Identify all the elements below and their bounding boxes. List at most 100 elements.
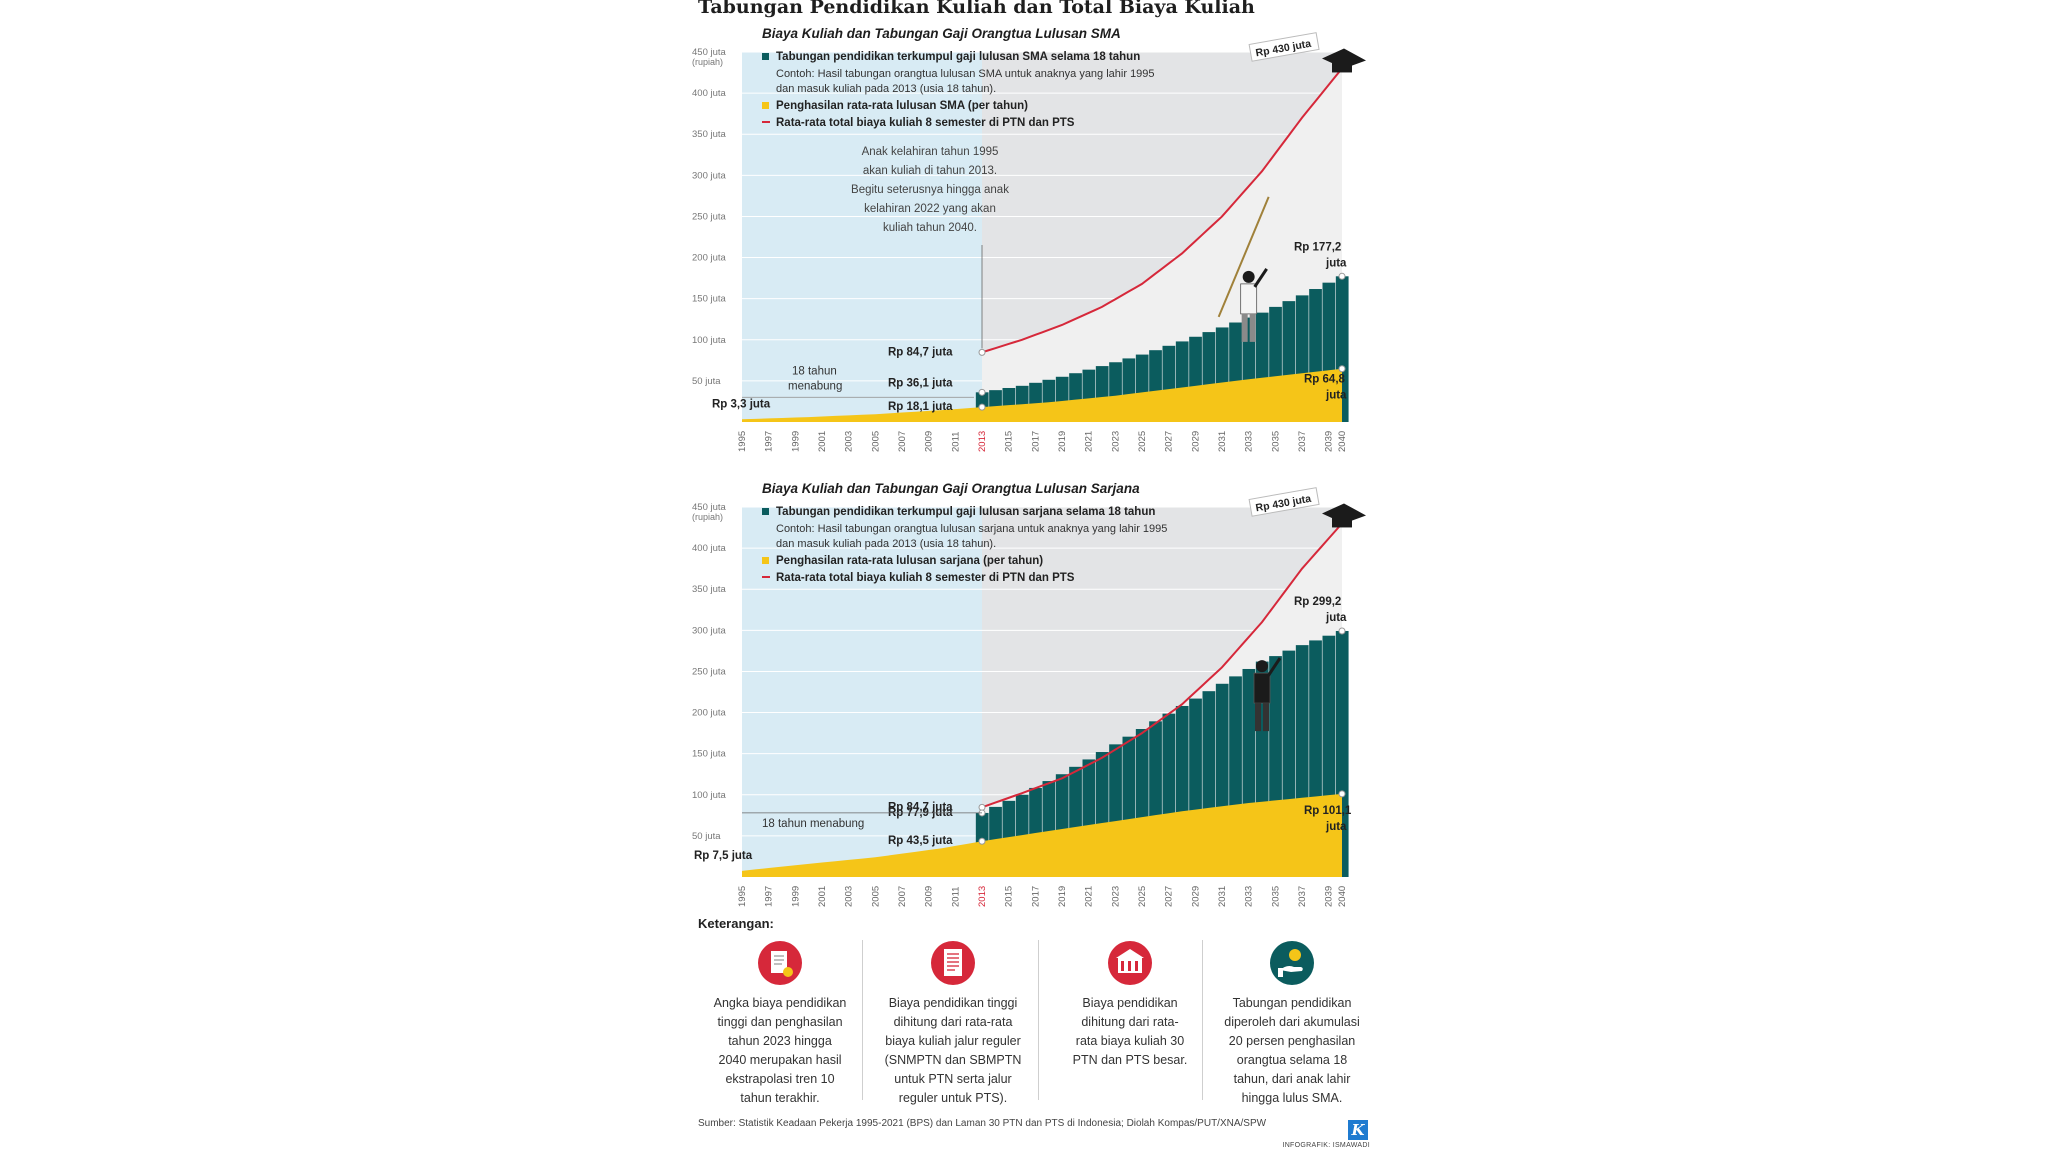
x-tick-label: 2021: [1084, 431, 1095, 452]
legend-example: Contoh: Hasil tabungan orangtua lulusan …: [776, 68, 1155, 80]
y-axis-label: (rupiah): [692, 57, 723, 67]
income-first-label: Rp 3,3 juta: [712, 398, 771, 410]
x-tick-label: 2003: [844, 431, 855, 452]
note-3: Biaya pendidikan dihitung dari rata- rata…: [1050, 940, 1210, 1070]
income-end-unit: juta: [1325, 821, 1347, 833]
saving-years-label: menabung: [788, 380, 842, 392]
x-tick-label: 2031: [1217, 886, 1228, 907]
x-tick-label: 2021: [1084, 886, 1095, 907]
y-tick-label: 450 juta: [692, 47, 727, 58]
infographic: Tabungan Pendidikan Kuliah dan Total Bia…: [690, 0, 1380, 1152]
annotation-text: Anak kelahiran tahun 1995: [862, 146, 999, 158]
page-title: Tabungan Pendidikan Kuliah dan Total Bia…: [698, 0, 1255, 18]
data-point: [1338, 627, 1346, 635]
legend-income: Penghasilan rata-rata lulusan sarjana (p…: [776, 555, 1043, 567]
legend-cost: Rata-rata total biaya kuliah 8 semester …: [776, 117, 1075, 129]
income-first-label: Rp 7,5 juta: [694, 850, 753, 862]
y-tick-label: 100 juta: [692, 790, 727, 801]
max-cost-tag: [1248, 487, 1320, 517]
graduation-cap-icon: [1332, 62, 1352, 73]
income-area: [742, 368, 1342, 422]
y-tick-label: 50 juta: [692, 376, 721, 387]
saving-years-label: 18 tahun: [792, 365, 837, 377]
y-tick-label: 250 juta: [692, 211, 727, 222]
x-tick-label: 2003: [844, 886, 855, 907]
x-tick-label: 2013: [977, 431, 988, 452]
x-tick-label: 2019: [1057, 886, 1068, 907]
pole-icon: [1217, 196, 1270, 318]
annotation-text: kuliah tahun 2040.: [883, 222, 977, 234]
graduation-cap-icon: [1332, 517, 1352, 528]
chart-title: Biaya Kuliah dan Tabungan Gaji Orangtua …: [762, 26, 1121, 41]
student-figure-icon: [1249, 313, 1256, 342]
data-point: [978, 837, 986, 845]
x-tick-label: 2019: [1057, 431, 1068, 452]
x-tick-label: 2001: [817, 886, 828, 907]
legend-example: dan masuk kuliah pada 2013 (usia 18 tahu…: [776, 83, 996, 95]
legend-savings: Tabungan pendidikan terkumpul gaji lulus…: [776, 51, 1140, 63]
data-point: [978, 403, 986, 411]
y-tick-label: 400 juta: [692, 543, 727, 554]
x-tick-label: 2027: [1164, 886, 1175, 907]
savings-end-label: Rp 299,2: [1294, 596, 1341, 608]
x-tick-label: 2007: [897, 431, 908, 452]
legend-swatch-income: [762, 102, 769, 109]
x-tick-label: 2007: [897, 886, 908, 907]
note-4-text: Tabungan pendidikan diperoleh dari akumul…: [1224, 996, 1360, 1105]
x-tick-label: 2005: [870, 886, 881, 907]
x-tick-label: 2031: [1217, 431, 1228, 452]
y-tick-label: 150 juta: [692, 749, 727, 760]
savings-end-unit: juta: [1325, 257, 1347, 269]
student-figure-icon: [1242, 270, 1255, 283]
graduation-cap-icon: [1322, 503, 1366, 524]
note-2-text: Biaya pendidikan tinggi dihitung dari rat…: [884, 996, 1022, 1105]
x-tick-label: 2039: [1324, 886, 1335, 907]
x-tick-label: 2033: [1244, 886, 1255, 907]
y-tick-label: 50 juta: [692, 831, 721, 842]
legend-swatch-savings: [762, 508, 769, 515]
x-tick-label: 2005: [870, 431, 881, 452]
x-tick-label: 2017: [1030, 886, 1041, 907]
chart-title: Biaya Kuliah dan Tabungan Gaji Orangtua …: [762, 481, 1140, 496]
income-end-unit: juta: [1325, 390, 1347, 402]
x-tick-label: 2029: [1190, 431, 1201, 452]
x-tick-label: 2025: [1137, 431, 1148, 452]
income-start-label: Rp 43,5 juta: [888, 835, 953, 847]
note-divider: [1038, 940, 1039, 1100]
chart-sarjana: 450 juta 400 juta 350 juta 300 juta 250 juta…: [692, 481, 1366, 907]
x-tick-label: 1997: [764, 431, 775, 452]
student-figure-icon: [1263, 703, 1269, 732]
receipt-icon: [931, 941, 975, 985]
x-tick-label: 2009: [924, 886, 935, 907]
legend-example: Contoh: Hasil tabungan orangtua lulusan …: [776, 523, 1167, 535]
x-tick-label: 1997: [764, 886, 775, 907]
y-tick-label: 350 juta: [692, 129, 727, 140]
x-tick-label: 2015: [1004, 431, 1015, 452]
y-tick-label: 150 juta: [692, 294, 727, 305]
legend-savings: Tabungan pendidikan terkumpul gaji lulus…: [776, 506, 1155, 518]
savings-start-label: Rp 36,1 juta: [888, 377, 953, 389]
cost-start-label: Rp 84,7 juta: [888, 346, 953, 358]
income-area: [742, 793, 1342, 877]
x-tick-label: 1995: [737, 431, 748, 452]
note-4: Tabungan pendidikan diperoleh dari akumul…: [1212, 940, 1372, 1108]
x-tick-label: 2001: [817, 431, 828, 452]
student-figure-icon: [1240, 283, 1258, 315]
x-tick-label: 1995: [737, 886, 748, 907]
x-tick-label: 2037: [1297, 886, 1308, 907]
annotation-text: kelahiran 2022 yang akan: [864, 203, 996, 215]
cost-start-label: Rp 84,7 juta: [888, 801, 953, 813]
x-tick-label: 2035: [1270, 431, 1281, 452]
x-tick-label: 2035: [1270, 886, 1281, 907]
student-figure-icon: [1255, 703, 1261, 732]
student-figure-icon: [1241, 313, 1248, 342]
x-tick-label: 2023: [1110, 886, 1121, 907]
campus-icon: [1108, 941, 1152, 985]
student-figure-icon: [1266, 657, 1282, 677]
x-tick-label: 2015: [1004, 886, 1015, 907]
legend-cost: Rata-rata total biaya kuliah 8 semester …: [776, 572, 1075, 584]
note-1: Angka biaya pendidikan tinggi dan penghas…: [700, 940, 860, 1108]
credit: INFOGRAFIK: ISMAWADI: [1282, 1142, 1370, 1149]
x-tick-label: 2023: [1110, 431, 1121, 452]
x-tick-label: 1999: [790, 886, 801, 907]
